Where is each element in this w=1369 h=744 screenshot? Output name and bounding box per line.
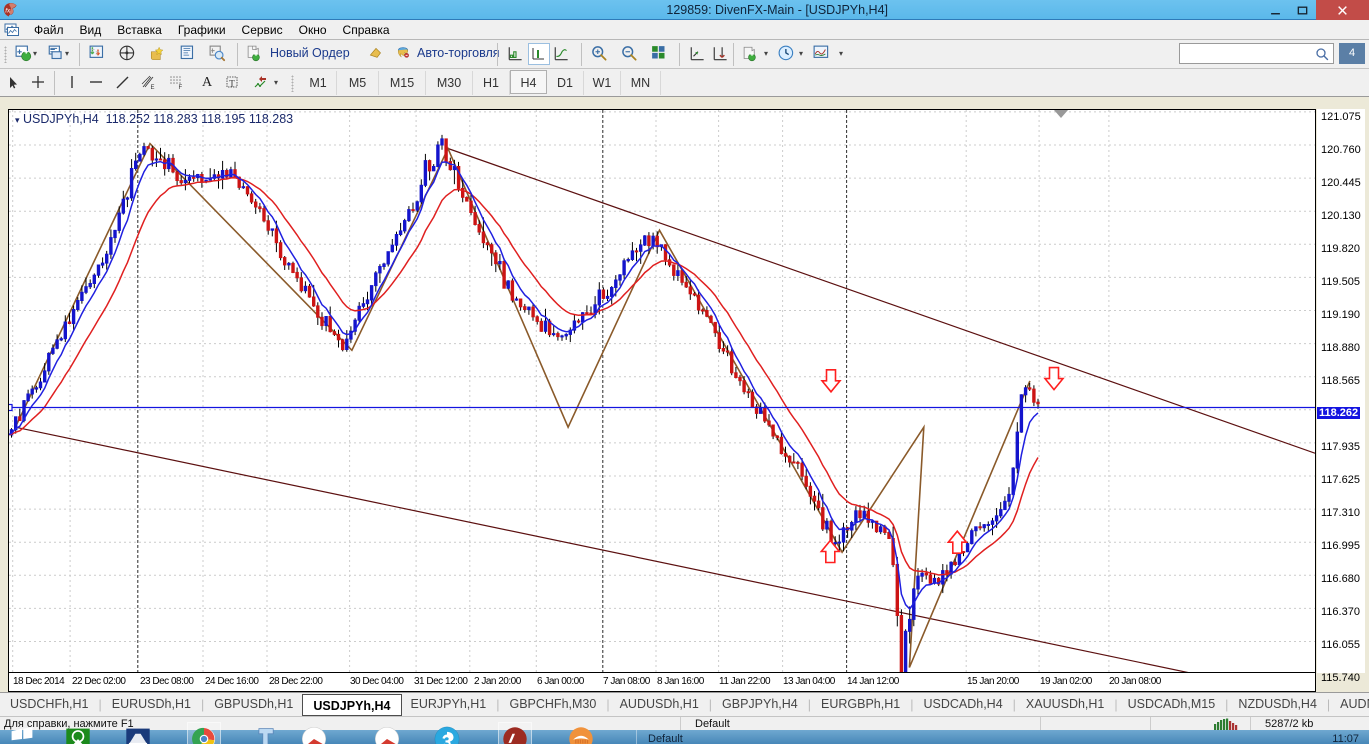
svg-text:E: E <box>151 85 155 91</box>
svg-text:F: F <box>179 85 183 91</box>
svg-text:T: T <box>229 79 235 89</box>
